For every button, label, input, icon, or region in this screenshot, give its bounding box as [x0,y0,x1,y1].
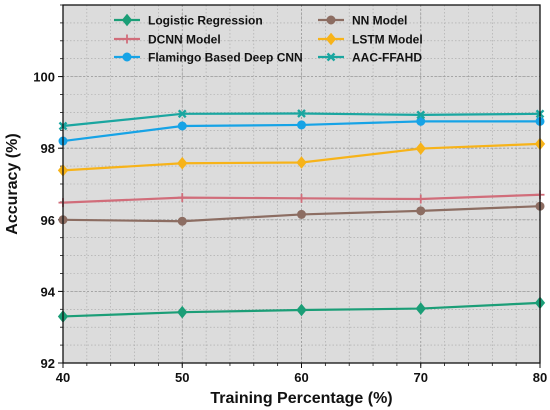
legend-marker [326,52,336,62]
data-point-aac-ffahd [416,110,426,120]
legend-item: Flamingo Based Deep CNN [114,51,303,65]
x-tick-label: 60 [294,370,308,385]
legend: Logistic Regression NN Model DCNN Model LST… [114,14,423,65]
legend-marker [121,13,133,27]
y-tick-label: 92 [41,356,55,371]
legend-marker [122,34,132,44]
y-tick-label: 98 [41,141,55,156]
legend-label: DCNN Model [148,33,221,47]
data-point-aac-ffahd [297,109,306,118]
x-tick-label: 80 [533,370,547,385]
data-point-logistic-regression [296,303,307,317]
series-dcnn-model [58,190,545,208]
data-point-lstm-model [177,156,188,170]
legend-marker [122,52,132,62]
data-point-flamingo-based-deep-cnn [177,121,187,131]
y-axis-title: Accuracy (%) [4,133,21,234]
plot-frame [62,4,541,364]
legend-marker [326,15,336,25]
series-logistic-regression [57,296,546,323]
data-point-dcnn-model [177,193,187,203]
x-tick-label: 40 [56,370,70,385]
y-tick-label: 100 [33,70,55,85]
legend-label: Logistic Regression [148,14,263,28]
x-tick-label: 70 [414,370,428,385]
data-point-nn-model [416,206,426,216]
legend-label: AAC-FFAHD [352,51,422,65]
data-point-logistic-regression [415,302,426,315]
data-point-flamingo-based-deep-cnn [297,120,306,130]
y-tick-label: 94 [41,284,56,299]
data-point-dcnn-model [416,194,426,204]
series-aac-ffahd [58,109,545,131]
data-point-flamingo-based-deep-cnn [416,116,426,126]
legend-item: DCNN Model [114,33,221,47]
legend-item: NN Model [318,14,407,28]
legend-label: NN Model [352,14,407,28]
legend-item: LSTM Model [318,33,423,47]
data-point-aac-ffahd [177,109,187,119]
x-tick-label: 50 [175,370,189,385]
data-point-dcnn-model [297,193,306,203]
data-point-lstm-model [296,156,307,169]
series-flamingo-based-deep-cnn [58,116,545,146]
x-axis-title: Training Percentage (%) [210,390,392,407]
x-tick-labels: 40 50 60 70 80 [56,370,547,385]
data-point-nn-model [177,216,187,226]
legend-label: LSTM Model [352,33,423,47]
legend-item: AAC-FFAHD [318,51,422,65]
data-point-nn-model [297,209,306,219]
y-tick-labels: 92 94 96 98 100 [33,70,55,371]
legend-marker [325,32,337,46]
legend-label: Flamingo Based Deep CNN [148,51,303,65]
y-tick-label: 96 [41,213,55,228]
legend-item: Logistic Regression [114,14,263,28]
data-point-logistic-regression [177,305,188,319]
data-point-lstm-model [415,142,426,155]
